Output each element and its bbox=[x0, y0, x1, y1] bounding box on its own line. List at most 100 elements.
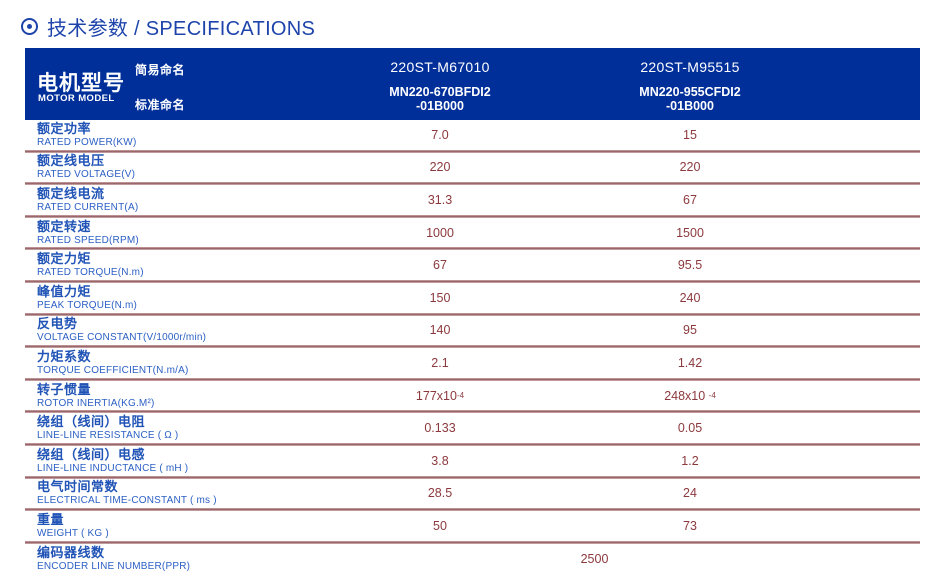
row-label-zh: 额定线电压 bbox=[37, 153, 105, 169]
row-divider bbox=[25, 410, 920, 414]
row-label-en: ENCODER LINE NUMBER(PPR) bbox=[37, 560, 191, 572]
row-divider bbox=[25, 279, 920, 283]
row-label-zh: 转子惯量 bbox=[37, 381, 92, 397]
row-divider bbox=[25, 377, 920, 381]
row-value-col2: 95 bbox=[683, 323, 697, 338]
table-row: 额定转速 RATED SPEED(RPM) 1000 1500 bbox=[25, 218, 920, 248]
row-spacer bbox=[815, 283, 920, 313]
row-spacer bbox=[815, 218, 920, 248]
header-spacer bbox=[815, 48, 920, 120]
row-spacer bbox=[815, 479, 920, 509]
row-divider bbox=[25, 540, 920, 544]
row-divider bbox=[25, 214, 920, 218]
circle-dot-icon bbox=[21, 18, 38, 35]
table-row: 绕组（线间）电阻 LINE-LINE RESISTANCE ( Ω ) 0.13… bbox=[25, 413, 920, 443]
page-title-text: 技术参数 / SPECIFICATIONS bbox=[47, 18, 316, 40]
row-divider bbox=[25, 442, 920, 446]
row-label-zh: 峰值力矩 bbox=[37, 283, 92, 299]
header-model-col1: 220ST-M67010 MN220-670BFDI2 -01B000 bbox=[315, 48, 565, 120]
row-divider bbox=[25, 345, 920, 349]
model2-standard-name: MN220-955CFDI2 -01B000 bbox=[639, 85, 741, 113]
table-row: 重量 WEIGHT ( KG ) 50 73 bbox=[25, 511, 920, 541]
row-label-en: WEIGHT ( KG ) bbox=[37, 527, 109, 539]
table-row: 转子惯量 ROTOR INERTIA(KG.M²) 177x10 -4 248x1… bbox=[25, 381, 920, 411]
row-spacer bbox=[815, 250, 920, 280]
row-label-zh: 绕组（线间）电阻 bbox=[37, 414, 146, 430]
table-row: 额定线电压 RATED VOLTAGE(V) 220 220 bbox=[25, 153, 920, 183]
row-value-col2: 24 bbox=[683, 486, 697, 501]
row-spacer bbox=[815, 348, 920, 378]
row-value-col1: 140 bbox=[429, 323, 451, 338]
model2-simple-name: 220ST-M95515 bbox=[640, 59, 740, 75]
table-row: 电气时间常数 ELECTRICAL TIME-CONSTANT ( ms ) 2… bbox=[25, 479, 920, 509]
row-label-en: RATED CURRENT(A) bbox=[37, 201, 139, 213]
table-row: 编码器线数 ENCODER LINE NUMBER(PPR) 2500 bbox=[25, 544, 920, 574]
row-label: 额定力矩 RATED TORQUE(N.m) bbox=[25, 250, 315, 280]
row-label-en: RATED POWER(KW) bbox=[37, 136, 137, 148]
row-label-zh: 反电势 bbox=[37, 316, 78, 332]
simple-name-label: 简易命名 bbox=[135, 63, 186, 77]
row-divider bbox=[25, 182, 920, 186]
table-row: 额定力矩 RATED TORQUE(N.m) 67 95.5 bbox=[25, 250, 920, 280]
row-spacer bbox=[815, 316, 920, 346]
row-value-col2: 240 bbox=[679, 290, 701, 305]
row-value-col1: 3.8 bbox=[431, 453, 449, 468]
row-label-en: RATED SPEED(RPM) bbox=[37, 234, 139, 246]
row-spacer bbox=[815, 120, 920, 150]
row-label-zh: 额定功率 bbox=[37, 120, 92, 136]
row-label-zh: 额定转速 bbox=[37, 218, 92, 234]
spec-rows: 额定功率 RATED POWER(KW) 7.0 15 额定线电压 RATED … bbox=[25, 120, 920, 573]
header-motor-model: 电机型号 MOTOR MODEL bbox=[25, 48, 135, 120]
model1-simple-name: 220ST-M67010 bbox=[390, 59, 490, 75]
row-divider bbox=[25, 475, 920, 479]
row-value-col2: 73 bbox=[683, 518, 697, 533]
row-value-col1: 67 bbox=[433, 258, 447, 273]
row-label-zh: 额定线电流 bbox=[37, 185, 105, 201]
row-label: 绕组（线间）电阻 LINE-LINE RESISTANCE ( Ω ) bbox=[25, 413, 315, 443]
table-row: 额定功率 RATED POWER(KW) 7.0 15 bbox=[25, 120, 920, 150]
row-value-col1: 0.133 bbox=[424, 421, 456, 436]
row-value-merged: 2500 bbox=[580, 551, 609, 566]
row-label-en: LINE-LINE RESISTANCE ( Ω ) bbox=[37, 430, 179, 442]
row-label: 反电势 VOLTAGE CONSTANT(V/1000r/min) bbox=[25, 316, 315, 346]
row-label-zh: 重量 bbox=[37, 511, 65, 527]
row-divider bbox=[25, 247, 920, 251]
row-value-col2: 248x10 -4 bbox=[664, 388, 716, 403]
specifications-table: 电机型号 MOTOR MODEL 简易命名 标准命名 220ST-M67010 … bbox=[25, 48, 920, 573]
row-label-en: TORQUE COEFFICIENT(N.m/A) bbox=[37, 364, 189, 376]
table-row: 反电势 VOLTAGE CONSTANT(V/1000r/min) 140 95 bbox=[25, 316, 920, 346]
row-label-en: VOLTAGE CONSTANT(V/1000r/min) bbox=[37, 332, 207, 344]
row-spacer bbox=[815, 381, 920, 411]
row-label-zh: 力矩系数 bbox=[37, 348, 92, 364]
row-label: 峰值力矩 PEAK TORQUE(N.m) bbox=[25, 283, 315, 313]
page-title: 技术参数 / SPECIFICATIONS bbox=[21, 12, 315, 41]
header-model-col2: 220ST-M95515 MN220-955CFDI2 -01B000 bbox=[565, 48, 815, 120]
row-label-en: LINE-LINE INDUCTANCE ( mH ) bbox=[37, 462, 189, 474]
row-label-zh: 绕组（线间）电感 bbox=[37, 446, 146, 462]
row-value-col2: 1.42 bbox=[677, 355, 703, 370]
row-spacer bbox=[815, 153, 920, 183]
row-label-en: ELECTRICAL TIME-CONSTANT ( ms ) bbox=[37, 495, 217, 507]
row-spacer bbox=[815, 446, 920, 476]
row-label-en: PEAK TORQUE(N.m) bbox=[37, 299, 138, 311]
table-row: 力矩系数 TORQUE COEFFICIENT(N.m/A) 2.1 1.42 bbox=[25, 348, 920, 378]
model1-standard-name: MN220-670BFDI2 -01B000 bbox=[389, 85, 491, 113]
row-label: 额定线电流 RATED CURRENT(A) bbox=[25, 185, 315, 215]
table-row: 额定线电流 RATED CURRENT(A) 31.3 67 bbox=[25, 185, 920, 215]
row-value-col1: 31.3 bbox=[427, 192, 453, 207]
row-label-en: ROTOR INERTIA(KG.M²) bbox=[37, 397, 155, 409]
row-value-col1: 28.5 bbox=[427, 486, 453, 501]
row-label: 重量 WEIGHT ( KG ) bbox=[25, 511, 315, 541]
motor-model-label-zh: 电机型号 bbox=[37, 72, 125, 95]
row-value-col2: 0.05 bbox=[677, 421, 703, 436]
row-label-zh: 电气时间常数 bbox=[37, 479, 119, 495]
table-row: 峰值力矩 PEAK TORQUE(N.m) 150 240 bbox=[25, 283, 920, 313]
row-spacer bbox=[815, 511, 920, 541]
row-value-col1: 220 bbox=[429, 160, 451, 175]
row-value-col1: 2.1 bbox=[431, 355, 449, 370]
row-label-en: RATED VOLTAGE(V) bbox=[37, 169, 136, 181]
table-header: 电机型号 MOTOR MODEL 简易命名 标准命名 220ST-M67010 … bbox=[25, 48, 920, 120]
row-divider bbox=[25, 508, 920, 512]
row-label: 额定转速 RATED SPEED(RPM) bbox=[25, 218, 315, 248]
row-label-zh: 编码器线数 bbox=[37, 544, 105, 560]
